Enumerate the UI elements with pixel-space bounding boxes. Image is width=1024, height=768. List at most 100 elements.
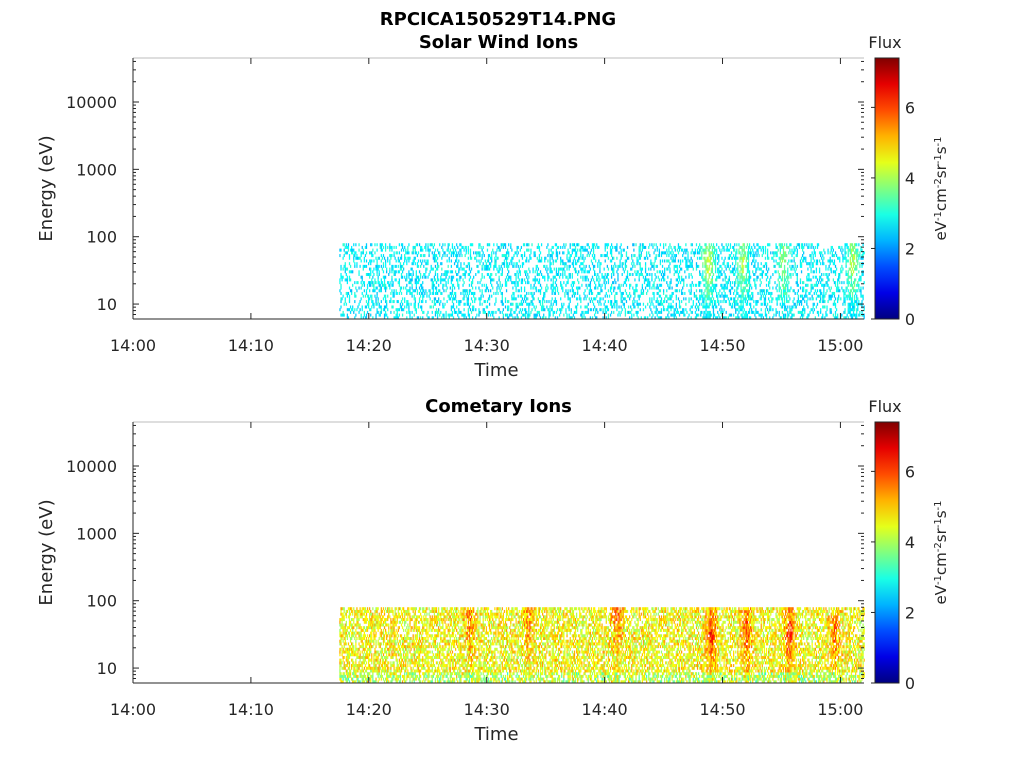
spectrogram-cell bbox=[705, 313, 707, 317]
spectrogram-cell bbox=[424, 245, 426, 249]
spectrogram-cell bbox=[544, 294, 546, 298]
spectrogram-cell bbox=[754, 262, 756, 266]
spectrogram-cell bbox=[650, 308, 652, 312]
spectrogram-cell bbox=[424, 273, 426, 277]
spectrogram-cell bbox=[551, 245, 553, 249]
spectrogram-cell bbox=[781, 305, 784, 309]
spectrogram-cell bbox=[690, 297, 692, 301]
spectrogram-cell bbox=[637, 270, 639, 274]
spectrogram-cell bbox=[343, 666, 345, 670]
spectrogram-cell bbox=[444, 251, 446, 255]
spectrogram-cell bbox=[580, 251, 582, 255]
spectrogram-cell bbox=[548, 300, 550, 304]
spectrogram-cell bbox=[782, 248, 785, 252]
spectrogram-cell bbox=[619, 289, 621, 293]
spectrogram-cell bbox=[622, 302, 624, 306]
spectrogram-cell bbox=[572, 248, 575, 252]
spectrogram-cell bbox=[670, 281, 672, 285]
spectrogram-cell bbox=[348, 672, 351, 676]
spectrogram-cell bbox=[352, 612, 354, 616]
spectrogram-cell bbox=[849, 313, 851, 317]
spectrogram-cell bbox=[421, 254, 423, 258]
spectrogram-cell bbox=[742, 286, 744, 290]
spectrogram-cell bbox=[636, 310, 638, 314]
spectrogram-cell bbox=[456, 259, 458, 263]
spectrogram-cell bbox=[445, 316, 447, 320]
spectrogram-cell bbox=[391, 245, 393, 249]
spectrogram-cell bbox=[711, 248, 714, 252]
spectrogram-cell bbox=[829, 251, 831, 255]
spectrogram-cell bbox=[735, 270, 737, 274]
spectrogram-cell bbox=[465, 251, 467, 255]
spectrogram-cell bbox=[478, 254, 480, 258]
spectrogram-cell bbox=[754, 264, 756, 268]
spectrogram-cell bbox=[587, 283, 589, 287]
spectrogram-cell bbox=[847, 275, 849, 279]
spectrogram-cell bbox=[525, 313, 527, 317]
spectrogram-cell bbox=[630, 305, 632, 309]
spectrogram-cell bbox=[756, 243, 758, 247]
spectrogram-cell bbox=[783, 316, 786, 320]
spectrogram-cell bbox=[584, 256, 586, 260]
spectrogram-cell bbox=[705, 302, 707, 306]
spectrogram-cell bbox=[812, 256, 814, 260]
spectrogram-cell bbox=[538, 254, 541, 258]
spectrogram-cell bbox=[393, 289, 395, 293]
spectrogram-cell bbox=[681, 300, 683, 304]
spectrogram-cell bbox=[571, 281, 573, 285]
spectrogram-cell bbox=[348, 607, 351, 611]
spectrogram-cell bbox=[816, 289, 819, 293]
spectrogram-cell bbox=[345, 623, 347, 627]
spectrogram-cell bbox=[842, 267, 844, 271]
spectrogram-cell bbox=[834, 264, 837, 268]
spectrogram-cell bbox=[610, 243, 613, 247]
spectrogram-cell bbox=[383, 256, 386, 260]
spectrogram-cell bbox=[746, 291, 749, 295]
spectrogram-cell bbox=[579, 294, 581, 298]
spectrogram-cell bbox=[451, 243, 454, 247]
spectrogram-cell bbox=[757, 243, 759, 247]
spectrogram-cell bbox=[610, 286, 613, 290]
spectrogram-cell bbox=[411, 275, 413, 279]
spectrogram-cell bbox=[794, 302, 796, 306]
spectrogram-cell bbox=[566, 291, 568, 295]
spectrogram-cell bbox=[422, 275, 424, 279]
spectrogram-cell bbox=[806, 289, 808, 293]
spectrogram-cell bbox=[418, 291, 421, 295]
spectrogram-cell bbox=[673, 310, 675, 314]
spectrogram-cell bbox=[803, 251, 805, 255]
spectrogram-cell bbox=[737, 278, 739, 282]
spectrogram-cell bbox=[775, 245, 777, 249]
spectrogram-cell bbox=[569, 275, 571, 279]
spectrogram-cell bbox=[480, 297, 482, 301]
spectrogram-cell bbox=[726, 281, 728, 285]
spectrogram-cell bbox=[448, 256, 450, 260]
spectrogram-cell bbox=[660, 316, 663, 320]
spectrogram-cell bbox=[384, 297, 387, 301]
spectrogram-cell bbox=[404, 259, 406, 263]
spectrogram-cell bbox=[678, 302, 681, 306]
spectrogram-cell bbox=[407, 289, 409, 293]
spectrogram-cell bbox=[619, 262, 621, 266]
spectrogram-cell bbox=[355, 243, 357, 247]
spectrogram-cell bbox=[344, 677, 346, 681]
spectrogram-cell bbox=[808, 273, 810, 277]
spectrogram-cell bbox=[672, 313, 674, 317]
spectrogram-cell bbox=[464, 273, 466, 277]
spectrogram-cell bbox=[855, 291, 857, 295]
spectrogram-cell bbox=[749, 316, 752, 320]
spectrogram-cell bbox=[621, 300, 623, 304]
spectrogram-cell bbox=[852, 308, 855, 312]
spectrogram-cell bbox=[687, 316, 689, 320]
spectrogram-cell bbox=[546, 270, 548, 274]
spectrogram-cell bbox=[737, 275, 739, 279]
spectrogram-cell bbox=[774, 251, 776, 255]
spectrogram-cell bbox=[774, 264, 776, 268]
spectrogram-cell bbox=[381, 256, 384, 260]
spectrogram-cell bbox=[708, 273, 710, 277]
spectrogram-cell bbox=[431, 281, 433, 285]
spectrogram-cell bbox=[703, 291, 705, 295]
spectrogram-cell bbox=[781, 300, 784, 304]
spectrogram-cell bbox=[517, 245, 519, 249]
spectrogram-cell bbox=[348, 631, 351, 635]
